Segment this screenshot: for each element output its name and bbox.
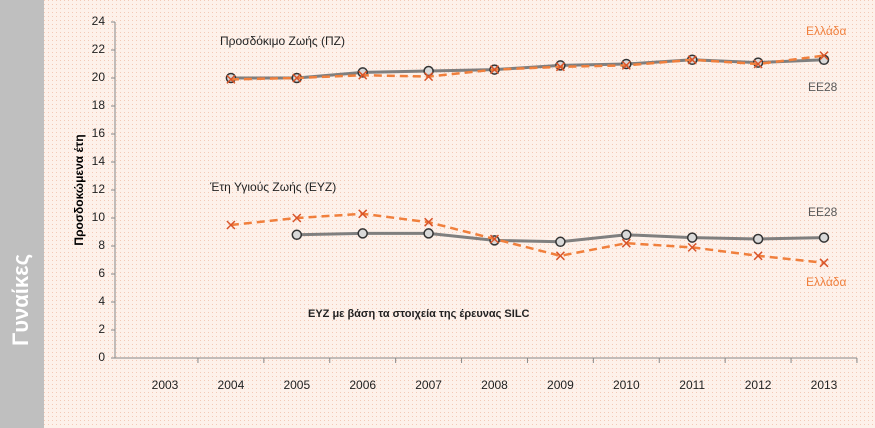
- point-marker: [555, 60, 566, 71]
- point-marker: [424, 217, 434, 227]
- x-tick-label: 2008: [481, 378, 508, 392]
- y-tick-label: 22: [92, 42, 106, 56]
- point-marker: [686, 232, 698, 243]
- side-band: [0, 0, 44, 428]
- y-tick-label: 24: [92, 14, 106, 28]
- point-marker: [687, 55, 697, 65]
- point-marker: [291, 229, 303, 241]
- point-marker: [555, 236, 566, 248]
- point-marker: [358, 70, 368, 80]
- y-tick-label: 4: [98, 294, 105, 308]
- y-tick-label: 16: [92, 126, 106, 140]
- point-marker: [621, 229, 632, 241]
- point-marker: [621, 238, 631, 248]
- series-label: Ελλάδα: [806, 275, 846, 289]
- point-marker: [292, 73, 302, 83]
- point-marker: [292, 213, 302, 223]
- x-tick-label: 2005: [283, 378, 310, 392]
- point-marker: [423, 228, 434, 239]
- series-label: Ελλάδα: [806, 24, 846, 38]
- x-tick-label: 2004: [218, 378, 245, 392]
- point-marker: [555, 62, 565, 72]
- point-marker: [753, 251, 763, 261]
- x-tick-label: 2012: [745, 378, 772, 392]
- y-tick-label: 20: [92, 70, 106, 84]
- point-marker: [555, 251, 565, 261]
- point-marker: [621, 58, 632, 70]
- point-marker: [621, 60, 631, 70]
- x-tick-label: 2007: [415, 378, 442, 392]
- x-tick-label: 2009: [547, 378, 574, 392]
- point-marker: [753, 59, 763, 69]
- y-tick-label: 14: [92, 154, 106, 168]
- annotation: Έτη Υγιούς Ζωής (ΕΥΖ): [209, 180, 336, 194]
- point-marker: [225, 72, 237, 84]
- x-tick-label: 2010: [613, 378, 640, 392]
- point-marker: [489, 234, 500, 244]
- point-marker: [226, 220, 236, 230]
- point-marker: [489, 65, 500, 75]
- point-marker: [226, 74, 236, 84]
- point-marker: [357, 228, 368, 239]
- x-tick-label: 2013: [811, 378, 838, 392]
- series-label: ΕΕ28: [808, 205, 838, 219]
- annotation: ΕΥΖ με βάση τα στοιχεία της έρευνας SILC: [308, 308, 530, 320]
- point-marker: [687, 242, 697, 252]
- y-tick-label: 10: [92, 210, 106, 224]
- series-line: [230, 212, 825, 265]
- point-marker: [819, 258, 829, 268]
- side-label: Γυναίκες: [8, 254, 33, 346]
- y-tick-label: 12: [92, 182, 106, 196]
- x-tick-label: 2011: [679, 378, 705, 392]
- y-tick-label: 6: [98, 266, 105, 280]
- y-tick-label: 8: [98, 238, 105, 252]
- point-marker: [424, 72, 434, 82]
- point-marker: [818, 232, 830, 243]
- y-tick-label: 0: [98, 350, 105, 364]
- y-tick-label: 18: [92, 98, 106, 112]
- series-line: [230, 54, 825, 81]
- x-tick-label: 2003: [152, 378, 179, 392]
- x-tick-label: 2006: [349, 378, 376, 392]
- y-tick-label: 2: [98, 322, 105, 336]
- y-axis-label: Προσδοκώμενα έτη: [72, 134, 86, 245]
- annotation: Προσδόκιμο Ζωής (ΠΖ): [220, 34, 345, 48]
- point-marker: [358, 209, 368, 219]
- point-marker: [819, 51, 829, 61]
- series-label: ΕΕ28: [808, 80, 838, 94]
- point-marker: [752, 233, 764, 245]
